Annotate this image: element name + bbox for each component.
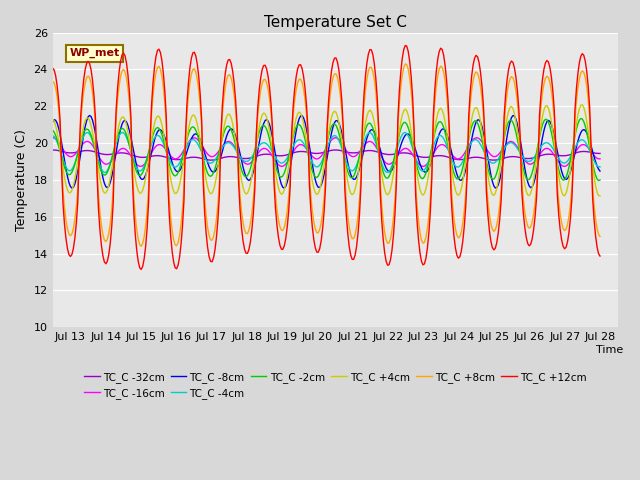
TC_C -8cm — [595, 166, 602, 172]
TC_C -32cm — [52, 147, 60, 153]
TC_C -32cm — [31, 151, 39, 156]
TC_C +8cm — [31, 230, 39, 236]
TC_C +8cm — [51, 80, 58, 86]
TC_C -32cm — [490, 157, 498, 163]
TC_C +8cm — [138, 243, 145, 249]
TC_C -4cm — [118, 130, 126, 135]
Text: Time: Time — [596, 345, 623, 355]
TC_C -32cm — [595, 151, 602, 156]
TC_C +4cm — [579, 102, 586, 108]
TC_C +4cm — [518, 162, 525, 168]
TC_C +12cm — [437, 45, 445, 51]
TC_C -32cm — [596, 151, 604, 156]
TC_C -2cm — [577, 116, 585, 121]
TC_C +12cm — [31, 251, 39, 256]
Line: TC_C -32cm: TC_C -32cm — [35, 150, 600, 160]
TC_C +8cm — [521, 209, 529, 215]
TC_C -8cm — [51, 117, 58, 122]
TC_C +4cm — [31, 190, 39, 195]
Line: TC_C +4cm: TC_C +4cm — [35, 105, 600, 196]
TC_C -16cm — [49, 135, 56, 141]
Line: TC_C -2cm: TC_C -2cm — [35, 119, 600, 180]
TC_C -4cm — [68, 167, 76, 172]
Line: TC_C -16cm: TC_C -16cm — [35, 138, 600, 167]
TC_C -8cm — [596, 168, 604, 174]
TC_C -4cm — [437, 132, 445, 138]
TC_C -16cm — [70, 153, 77, 158]
TC_C -32cm — [323, 148, 331, 154]
TC_C -16cm — [521, 157, 529, 163]
TC_C -16cm — [323, 144, 331, 149]
Text: WP_met: WP_met — [70, 48, 120, 59]
TC_C -16cm — [437, 142, 445, 148]
TC_C -2cm — [68, 169, 76, 175]
TC_C -4cm — [596, 164, 604, 170]
TC_C -32cm — [521, 156, 529, 161]
TC_C -4cm — [31, 164, 39, 170]
TC_C +12cm — [596, 253, 604, 259]
TC_C -16cm — [52, 136, 60, 142]
TC_C -2cm — [434, 121, 442, 127]
TC_C -16cm — [419, 164, 427, 169]
TC_C -16cm — [595, 156, 602, 162]
TC_C +8cm — [596, 234, 604, 240]
Legend: TC_C -32cm, TC_C -16cm, TC_C -8cm, TC_C -4cm, TC_C -2cm, TC_C +4cm, TC_C +8cm, T: TC_C -32cm, TC_C -16cm, TC_C -8cm, TC_C … — [80, 368, 591, 403]
TC_C -32cm — [435, 153, 443, 158]
TC_C +4cm — [434, 111, 442, 117]
TC_C +8cm — [401, 61, 409, 67]
TC_C -2cm — [51, 129, 58, 135]
TC_C -2cm — [596, 177, 604, 183]
TC_C +12cm — [401, 43, 409, 48]
Line: TC_C +8cm: TC_C +8cm — [35, 64, 600, 246]
TC_C -16cm — [596, 156, 604, 162]
TC_C -8cm — [70, 184, 77, 190]
TC_C +12cm — [51, 67, 58, 73]
TC_C -2cm — [595, 178, 602, 183]
Line: TC_C -8cm: TC_C -8cm — [35, 116, 600, 188]
TC_C +4cm — [322, 151, 330, 157]
TC_C -32cm — [70, 150, 77, 156]
TC_C -4cm — [323, 145, 331, 151]
TC_C -8cm — [31, 176, 39, 181]
TC_C -2cm — [322, 146, 330, 152]
TC_C -4cm — [51, 134, 58, 140]
TC_C +12cm — [68, 252, 76, 257]
TC_C -2cm — [593, 176, 601, 182]
TC_C +8cm — [595, 231, 602, 237]
TC_C +8cm — [68, 231, 76, 237]
Title: Temperature Set C: Temperature Set C — [264, 15, 406, 30]
TC_C -4cm — [595, 164, 602, 169]
TC_C -4cm — [384, 169, 392, 175]
TC_C +12cm — [521, 224, 529, 230]
TC_C +4cm — [68, 188, 76, 193]
TC_C -8cm — [86, 113, 93, 119]
TC_C -32cm — [49, 147, 56, 153]
Line: TC_C +12cm: TC_C +12cm — [35, 46, 600, 269]
TC_C +12cm — [138, 266, 145, 272]
TC_C +12cm — [323, 125, 331, 131]
TC_C -2cm — [518, 159, 525, 165]
TC_C +4cm — [51, 118, 58, 124]
TC_C +8cm — [437, 63, 445, 69]
TC_C +4cm — [596, 193, 604, 199]
TC_C -2cm — [31, 171, 39, 177]
Line: TC_C -4cm: TC_C -4cm — [35, 132, 600, 172]
TC_C +8cm — [323, 130, 331, 136]
TC_C -8cm — [324, 146, 332, 152]
Y-axis label: Temperature (C): Temperature (C) — [15, 129, 28, 231]
TC_C -8cm — [521, 165, 529, 171]
TC_C -4cm — [521, 156, 529, 162]
TC_C -8cm — [68, 185, 76, 191]
TC_C -16cm — [31, 156, 39, 162]
TC_C -8cm — [437, 128, 445, 134]
TC_C +4cm — [593, 189, 601, 195]
TC_C +12cm — [595, 251, 602, 256]
